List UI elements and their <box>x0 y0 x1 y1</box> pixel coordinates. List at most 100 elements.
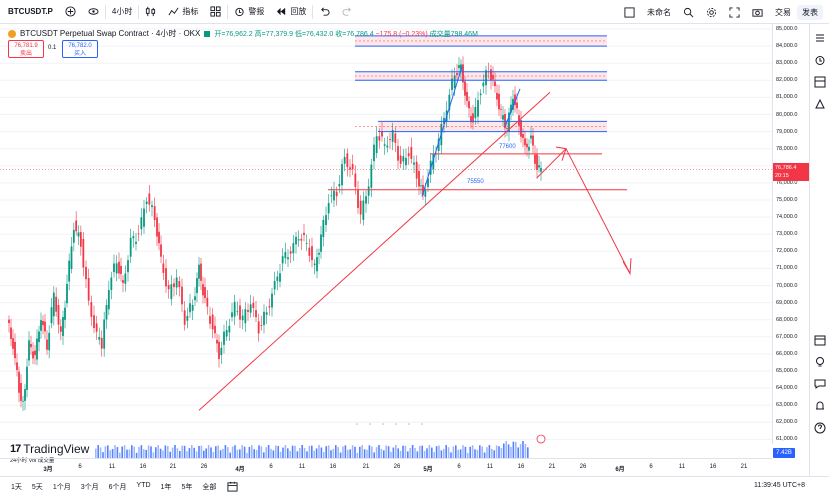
time-axis[interactable]: 3月 6 11 16 21 26 4月 6 11 16 21 26 5月 6 11 16 21 26 6月 6 11 16… <box>0 458 772 476</box>
tradingview-logo[interactable]: 17 TradingView <box>10 442 89 456</box>
range-button[interactable]: 5年 <box>181 483 193 491</box>
candle-body <box>216 339 218 344</box>
layout-name-button[interactable]: 未命名 <box>641 0 677 24</box>
volume-pane-label: 24小时 Vol 成交量 <box>10 458 55 464</box>
time-tick: 6 <box>78 464 82 470</box>
volume-bar <box>452 446 455 458</box>
compare-symbol-button[interactable] <box>59 0 82 24</box>
range-button[interactable]: 全部 <box>202 483 217 491</box>
range-button[interactable]: 5天 <box>31 483 43 491</box>
layout-select-button[interactable] <box>618 0 641 24</box>
range-button[interactable]: 1个月 <box>52 483 71 491</box>
trade-button[interactable]: 交易 <box>769 0 797 24</box>
volume-bar <box>397 448 399 458</box>
candle-body <box>158 231 160 244</box>
volume-bar <box>203 450 205 458</box>
candle-body <box>247 309 249 312</box>
watchlist-icon[interactable] <box>814 32 826 44</box>
volume-bar <box>287 448 289 458</box>
data-window-icon[interactable] <box>814 76 826 88</box>
redo-button[interactable] <box>336 0 359 24</box>
publish-button[interactable]: 发表 <box>797 4 823 20</box>
help-icon[interactable] <box>814 422 826 434</box>
range-button[interactable]: 6个月 <box>108 483 127 491</box>
chart-pane[interactable]: BTCUSDT Perpetual Swap Contract · 4小时 · … <box>0 24 809 476</box>
candle-body <box>284 251 287 259</box>
candle-body <box>14 341 16 359</box>
volume-bar <box>301 445 303 458</box>
alarm-clock-icon[interactable] <box>814 54 826 66</box>
candle-body <box>410 147 413 159</box>
candle-body <box>160 244 162 257</box>
replay-button[interactable]: 回放 <box>270 0 312 24</box>
volume-bar <box>323 451 325 458</box>
series-legend: BTCUSDT Perpetual Swap Contract · 4小时 · … <box>8 28 478 39</box>
notifications-icon[interactable] <box>814 400 826 412</box>
chat-icon[interactable] <box>814 378 826 390</box>
candle-body <box>140 217 143 230</box>
fullscreen-button[interactable] <box>723 0 746 24</box>
volume-bar <box>107 445 109 458</box>
volume-bar <box>507 444 510 458</box>
quick-search-button[interactable] <box>677 0 700 24</box>
candle-body <box>115 263 118 274</box>
range-button[interactable]: YTD <box>136 481 151 489</box>
buy-button[interactable]: 76,782.0 买入 <box>62 40 98 58</box>
time-tick: 4月 <box>235 467 245 473</box>
candle-body <box>281 256 284 264</box>
symbol-search-button[interactable]: BTCUSDT.P <box>0 0 59 24</box>
price-tick: 84,000.0 <box>776 43 798 50</box>
candle-body <box>143 208 145 227</box>
volume-bar <box>231 446 234 458</box>
time-tick: 16 <box>139 464 147 470</box>
interval-button[interactable]: 4小时 <box>106 0 138 24</box>
volume-bar <box>455 445 457 458</box>
hide-icon-button[interactable] <box>82 0 105 24</box>
arrow-head <box>555 146 567 161</box>
candle-body <box>474 107 477 119</box>
candle-body <box>464 81 466 96</box>
volume-bar <box>392 447 395 458</box>
volume-bar <box>378 445 380 458</box>
candle-body <box>265 312 268 315</box>
candle-body <box>532 135 534 146</box>
sell-button[interactable]: 76,781.9 卖出 <box>8 40 44 58</box>
range-button[interactable]: 3个月 <box>80 483 99 491</box>
volume-bar <box>131 445 133 458</box>
candle-body <box>313 263 316 265</box>
range-button[interactable]: 1天 <box>11 483 22 491</box>
volume-bar <box>522 441 524 458</box>
candle-body <box>26 366 28 390</box>
volume-bar <box>123 445 126 458</box>
candle-body <box>333 190 335 201</box>
hotlist-icon[interactable] <box>814 98 826 110</box>
templates-button[interactable] <box>204 0 227 24</box>
undo-button[interactable] <box>313 0 336 24</box>
candle-body <box>46 339 48 350</box>
candle-body <box>512 98 514 110</box>
price-scale[interactable]: 85,000.0 84,000.0 83,000.0 82,000.0 81,000.0… <box>772 24 809 444</box>
volume-bar <box>294 445 296 458</box>
volume-bar <box>459 449 462 458</box>
time-tick: 26 <box>579 464 587 470</box>
indicators-button[interactable]: 指标 <box>162 0 204 24</box>
candle-body <box>365 196 367 204</box>
candle-body <box>522 133 524 139</box>
candle-body <box>167 285 170 290</box>
volume-bar <box>445 445 447 458</box>
chart-canvas[interactable] <box>0 24 772 458</box>
ideas-icon[interactable] <box>814 356 826 368</box>
clock-timezone[interactable]: 11:39:45 UTC+8 <box>753 482 805 489</box>
chart-type-button[interactable] <box>139 0 162 24</box>
layout-name-label: 未命名 <box>647 7 671 17</box>
volume-bar <box>491 448 493 458</box>
candle-body <box>50 307 53 324</box>
calendar-icon[interactable] <box>814 334 826 346</box>
range-button[interactable]: 1年 <box>160 483 172 491</box>
date-range-icon[interactable] <box>227 481 238 492</box>
candle-body <box>482 82 485 87</box>
snapshot-button[interactable] <box>746 0 769 24</box>
settings-button[interactable] <box>700 0 723 24</box>
alert-button[interactable]: 警报 <box>228 0 270 24</box>
candle-body <box>427 178 429 187</box>
